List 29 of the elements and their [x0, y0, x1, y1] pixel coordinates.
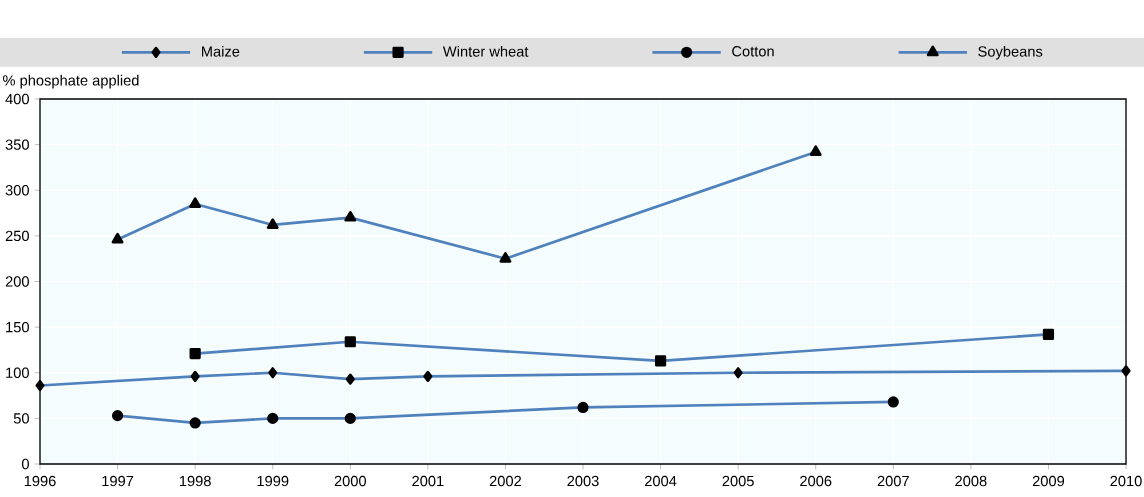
y-tick-label: 200: [5, 276, 29, 287]
x-tick-label: 1996: [24, 475, 56, 487]
legend-label: Winter wheat: [442, 45, 529, 57]
x-tick-label: 2007: [877, 475, 909, 487]
legend-label: Maize: [202, 45, 240, 57]
x-tick-label: 2004: [645, 475, 677, 487]
x-tick-label: 2006: [800, 475, 832, 487]
y-tick-label: 300: [5, 185, 29, 196]
y-tick-label: 50: [13, 413, 29, 424]
x-tick-label: 2008: [955, 475, 987, 487]
x-tick-label: 2002: [489, 475, 522, 487]
x-tick-label: 2010: [1110, 475, 1142, 487]
x-tick-label: 2005: [722, 475, 754, 487]
x-tick-label: 1999: [257, 475, 289, 487]
y-tick-label: 0: [21, 458, 29, 470]
y-tick-label: 250: [5, 230, 29, 242]
x-tick-label: 1997: [102, 475, 134, 487]
x-tick-label: 1998: [179, 475, 211, 487]
y-tick-label: 100: [6, 367, 29, 378]
legend-label: Soybeans: [978, 45, 1043, 60]
y-tick-label: 150: [6, 321, 29, 333]
legend-label: Cotton: [732, 46, 774, 57]
x-tick-label: 2003: [567, 475, 599, 487]
y-axis-title: % phosphate applied: [3, 74, 139, 89]
y-tick-label: 400: [5, 93, 29, 105]
y-tick-label: 350: [5, 139, 29, 150]
x-tick-label: 2000: [334, 475, 367, 487]
x-tick-label: 2009: [1032, 475, 1065, 487]
x-tick-label: 2001: [412, 475, 444, 487]
